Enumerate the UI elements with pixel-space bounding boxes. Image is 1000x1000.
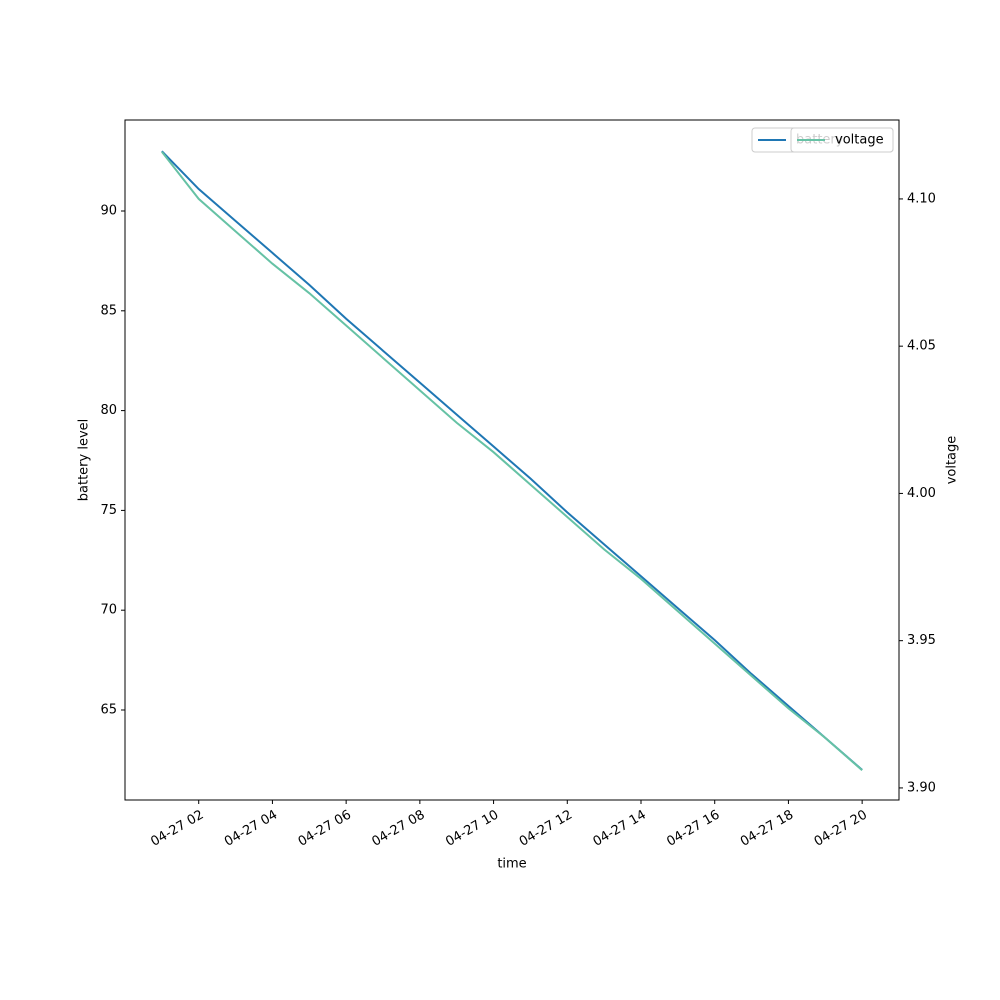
x-tick-label: 04-27 08 (369, 808, 427, 850)
y2-axis-label: voltage (945, 436, 960, 485)
y2-tick-label: 3.95 (907, 633, 936, 648)
x-tick-label: 04-27 02 (148, 808, 206, 850)
y2-tick-label: 3.90 (907, 780, 936, 795)
y-tick-label: 75 (100, 503, 117, 518)
x-tick-label: 04-27 18 (738, 808, 796, 850)
x-tick-label: 04-27 14 (591, 808, 649, 850)
x-tick-label: 04-27 10 (443, 808, 501, 850)
x-tick-label: 04-27 04 (222, 808, 280, 850)
legend-box (790, 127, 894, 153)
series-line (161, 151, 863, 772)
x-tick-label: 04-27 12 (517, 808, 575, 850)
y-tick-label: 90 (100, 204, 117, 219)
x-tick-label: 04-27 16 (664, 808, 722, 850)
y2-tick-label: 4.00 (907, 486, 936, 501)
y-axis-label: battery level (77, 419, 92, 502)
x-tick-label: 04-27 06 (296, 808, 354, 850)
x-tick-label: 04-27 20 (812, 808, 870, 850)
series-line (161, 150, 863, 771)
y-tick-label: 70 (100, 603, 117, 618)
y-tick-label: 65 (100, 702, 117, 717)
y2-tick-label: 4.10 (907, 191, 936, 206)
legend-label: voltage (835, 133, 884, 148)
y-tick-label: 85 (100, 303, 117, 318)
x-axis-label: time (497, 857, 526, 872)
plot-frame (124, 119, 900, 801)
y-tick-label: 80 (100, 403, 117, 418)
y2-tick-label: 4.05 (907, 339, 936, 354)
